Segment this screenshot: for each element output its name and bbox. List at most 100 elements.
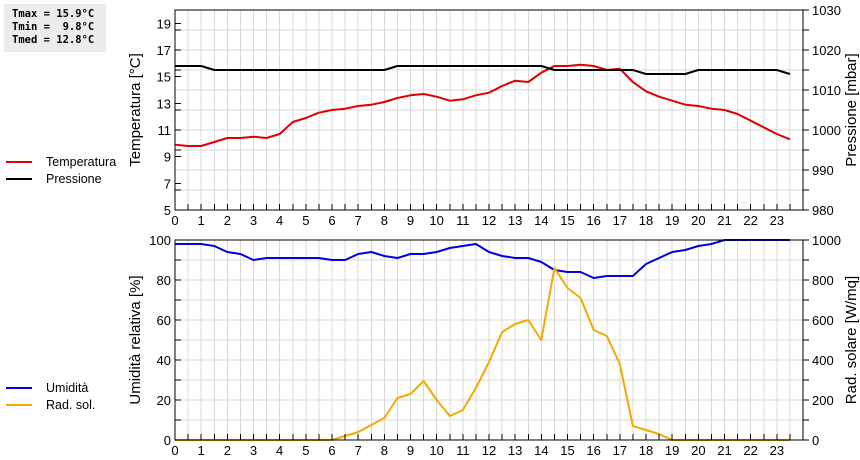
- temperature-swatch-icon: [6, 160, 32, 163]
- svg-text:17: 17: [613, 443, 627, 458]
- svg-text:4: 4: [276, 443, 283, 458]
- temperature-pressure-chart: 0 1 2 3 4 5 6 7 8 9 10 11 12 13 14 15 16 17 18 19 20 21 22 2357…: [127, 3, 860, 228]
- svg-text:1: 1: [198, 443, 205, 458]
- svg-text:1000: 1000: [812, 123, 841, 138]
- svg-text:7: 7: [355, 213, 362, 228]
- legend-label: Temperatura: [46, 154, 117, 169]
- svg-text:0: 0: [812, 433, 819, 448]
- svg-text:21: 21: [717, 213, 731, 228]
- radiation-swatch-icon: [6, 403, 32, 406]
- rad-sol-series-line: [175, 267, 790, 441]
- svg-text:12: 12: [482, 443, 496, 458]
- svg-text:15: 15: [560, 213, 574, 228]
- svg-text:13: 13: [508, 213, 522, 228]
- svg-text:990: 990: [812, 163, 834, 178]
- svg-text:9: 9: [407, 443, 414, 458]
- svg-text:980: 980: [812, 203, 834, 218]
- svg-text:18: 18: [639, 213, 653, 228]
- svg-text:17: 17: [157, 43, 171, 58]
- temperature-stats-box: Tmax = 15.9°C Tmin = 9.8°C Tmed = 12.8°C: [4, 4, 106, 52]
- svg-text:10: 10: [429, 443, 443, 458]
- humidity-swatch-icon: [6, 386, 32, 389]
- y2-axis-label: Pressione [mbar]: [843, 53, 860, 166]
- svg-text:400: 400: [812, 353, 834, 368]
- svg-text:23: 23: [770, 213, 784, 228]
- svg-text:600: 600: [812, 313, 834, 328]
- svg-text:9: 9: [164, 150, 171, 165]
- svg-text:100: 100: [149, 233, 171, 248]
- svg-text:9: 9: [407, 213, 414, 228]
- svg-text:4: 4: [276, 213, 283, 228]
- svg-text:20: 20: [157, 393, 171, 408]
- svg-text:3: 3: [250, 213, 257, 228]
- y-axis-label: Umidità relativa [%]: [127, 275, 144, 404]
- svg-text:23: 23: [770, 443, 784, 458]
- svg-text:1030: 1030: [812, 3, 841, 18]
- svg-text:16: 16: [586, 443, 600, 458]
- svg-text:8: 8: [381, 213, 388, 228]
- y2-axis-label: Rad. solare [W/mq]: [843, 276, 860, 404]
- svg-text:20: 20: [691, 213, 705, 228]
- svg-text:60: 60: [157, 313, 171, 328]
- svg-text:11: 11: [158, 123, 172, 138]
- svg-text:0: 0: [171, 213, 178, 228]
- svg-text:15: 15: [560, 443, 574, 458]
- svg-text:1: 1: [198, 213, 205, 228]
- umidit-series-line: [175, 239, 790, 279]
- svg-text:0: 0: [164, 433, 171, 448]
- svg-text:12: 12: [482, 213, 496, 228]
- y-axis-label: Temperatura [°C]: [127, 53, 144, 167]
- svg-text:7: 7: [164, 176, 171, 191]
- svg-text:11: 11: [456, 443, 470, 458]
- svg-text:21: 21: [717, 443, 731, 458]
- legend-label: Rad. sol.: [46, 397, 96, 412]
- legend-item-humidity: Umidità: [6, 379, 95, 396]
- svg-text:22: 22: [743, 213, 757, 228]
- svg-text:5: 5: [302, 213, 309, 228]
- svg-text:5: 5: [164, 203, 171, 218]
- svg-text:19: 19: [157, 16, 171, 31]
- svg-text:80: 80: [157, 273, 171, 288]
- legend-bottom: Umidità Rad. sol.: [6, 379, 95, 413]
- svg-text:22: 22: [743, 443, 757, 458]
- svg-text:800: 800: [812, 273, 834, 288]
- svg-text:13: 13: [508, 443, 522, 458]
- legend-item-pressure: Pressione: [6, 170, 116, 187]
- svg-text:6: 6: [328, 443, 335, 458]
- svg-text:8: 8: [381, 443, 388, 458]
- legend-item-radiation: Rad. sol.: [6, 396, 95, 413]
- svg-text:1010: 1010: [812, 83, 841, 98]
- svg-text:0: 0: [171, 443, 178, 458]
- svg-text:5: 5: [302, 443, 309, 458]
- svg-text:2: 2: [224, 213, 231, 228]
- svg-text:15: 15: [157, 70, 171, 85]
- svg-text:2: 2: [224, 443, 231, 458]
- legend-item-temperature: Temperatura: [6, 153, 116, 170]
- svg-text:16: 16: [586, 213, 600, 228]
- svg-text:14: 14: [534, 443, 548, 458]
- svg-text:200: 200: [812, 393, 834, 408]
- legend-label: Umidità: [46, 380, 89, 395]
- humidity-radiation-chart: 0 1 2 3 4 5 6 7 8 9 10 11 12 13 14 15 16 17 18 19 20 21 22 2302…: [127, 233, 860, 458]
- tmin-text: Tmin = 9.8°C: [12, 21, 95, 33]
- svg-text:1020: 1020: [812, 43, 841, 58]
- legend-top: Temperatura Pressione: [6, 153, 116, 187]
- pressure-swatch-icon: [6, 177, 32, 180]
- svg-text:10: 10: [429, 213, 443, 228]
- svg-text:13: 13: [157, 96, 171, 111]
- svg-text:40: 40: [157, 353, 171, 368]
- svg-text:11: 11: [456, 213, 470, 228]
- svg-text:14: 14: [534, 213, 548, 228]
- svg-text:20: 20: [691, 443, 705, 458]
- svg-text:1000: 1000: [812, 233, 841, 248]
- svg-text:6: 6: [328, 213, 335, 228]
- legend-label: Pressione: [46, 171, 102, 186]
- tmax-text: Tmax = 15.9°C: [12, 8, 95, 20]
- svg-text:19: 19: [665, 443, 679, 458]
- svg-text:17: 17: [613, 213, 627, 228]
- svg-text:3: 3: [250, 443, 257, 458]
- tmed-text: Tmed = 12.8°C: [12, 34, 95, 46]
- svg-text:18: 18: [639, 443, 653, 458]
- svg-text:7: 7: [355, 443, 362, 458]
